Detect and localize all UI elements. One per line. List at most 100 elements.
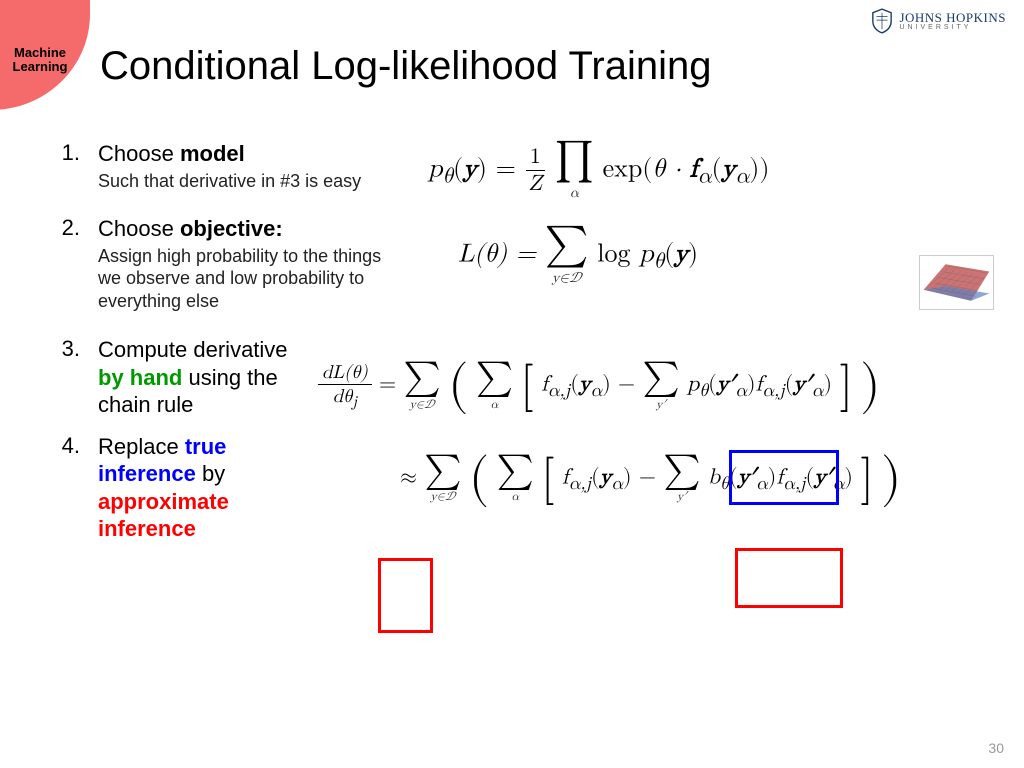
eq3-dL: dL(θ) <box>318 361 372 385</box>
eq2-close: ) <box>688 242 698 268</box>
step-4-t3: by <box>196 461 225 486</box>
eq1-th: θ <box>442 167 453 188</box>
eq1-fa: α <box>698 167 712 188</box>
step-2-head-a: Choose <box>98 216 180 241</box>
badge-line1: Machine <box>14 45 66 60</box>
eq3-j: j <box>352 394 357 410</box>
step-3-row: 3. Compute derivative by hand using the … <box>50 336 994 419</box>
eq4-s2: ∑ <box>497 453 534 488</box>
eq2-y: y <box>674 242 688 268</box>
step-3-t2: by hand <box>98 365 182 390</box>
step-1-num: 1. <box>50 140 80 166</box>
eq3-yal: α <box>590 382 602 401</box>
step-1-head-b: model <box>180 141 245 166</box>
eq1-dot: θ · <box>652 156 689 182</box>
eq3-minus: − <box>611 374 643 396</box>
eq1-y: y <box>463 156 477 182</box>
logo-name: JOHNS HOPKINS <box>899 11 1006 24</box>
eq3-pal: α <box>735 382 747 401</box>
eq1-al: α <box>570 184 579 202</box>
eq2-log: log <box>597 242 639 268</box>
eq3-pth: θ <box>699 382 708 401</box>
slide-title: Conditional Log-likelihood Training <box>100 44 712 89</box>
eq3-f: f <box>541 374 548 396</box>
eq1-one: 1 <box>526 144 545 171</box>
eq4-bth: θ <box>720 474 729 493</box>
step-2-head-b: objective: <box>180 216 283 241</box>
eq3-ya: y <box>579 374 591 396</box>
equation-derivative: dL(θ)dθj = ∑y∈𝒟 ( ∑α [ fα,j(yα) − ∑y′ pθ… <box>318 354 881 418</box>
step-4-num: 4. <box>50 433 80 459</box>
eq3-s2: ∑ <box>476 360 513 395</box>
eq2-p: p <box>639 242 653 268</box>
university-logo: JOHNS HOPKINS UNIVERSITY <box>871 8 1006 34</box>
step-4-t1: Replace <box>98 434 185 459</box>
eq3-ypa2: y′ <box>793 374 811 396</box>
badge-line2: Learning <box>13 59 68 74</box>
eq3-p: p <box>687 374 699 396</box>
eq4-yp: y′ <box>677 490 687 505</box>
eq3-s1: ∑ <box>403 360 440 395</box>
equation-objective: L(θ) = ∑y∈𝒟 log pθ(y) <box>458 225 698 286</box>
slide-number: 30 <box>988 740 1004 756</box>
eq1-exp: exp( <box>603 156 653 182</box>
highlight-box-red-2 <box>735 548 843 608</box>
step-4-t4: approximate inference <box>98 489 229 542</box>
step-1-sub: Such that derivative in #3 is easy <box>98 170 408 193</box>
eq4-s1: ∑ <box>424 453 461 488</box>
eq1-f: f <box>690 156 698 182</box>
eq3-eq: = <box>379 374 403 396</box>
logo-sub: UNIVERSITY <box>899 24 1006 31</box>
highlight-box-blue <box>729 450 839 505</box>
slide-body: 1. Choose model Such that derivative in … <box>50 140 994 557</box>
eq4-b: b <box>708 467 720 489</box>
step-3-num: 3. <box>50 336 80 362</box>
eq1-ya: y <box>722 156 736 182</box>
eq3-al: α <box>491 398 499 413</box>
eq4-ya: y <box>600 467 612 489</box>
eq3-f2aj: α,j <box>762 382 784 401</box>
eq3-s3: ∑ <box>642 360 679 395</box>
step-1-head-a: Choose <box>98 141 180 166</box>
eq4-yd: y∈𝒟 <box>430 490 455 505</box>
shield-icon <box>871 8 893 34</box>
eq4-approx: ≈ <box>400 467 424 489</box>
eq4-aj: α,j <box>569 474 591 493</box>
logo-text: JOHNS HOPKINS UNIVERSITY <box>899 11 1006 31</box>
step-4-text: Replace true inference by approximate in… <box>98 433 318 543</box>
step-3-text: Compute derivative by hand using the cha… <box>98 336 318 419</box>
eq1-eq: = <box>487 156 525 182</box>
eq4-yal: α <box>611 474 623 493</box>
equation-model: pθ(y) = 1Z ∏α exp(θ · fα(yα)) <box>428 140 769 201</box>
highlight-box-red-1 <box>378 558 433 633</box>
eq4-s3: ∑ <box>663 453 700 488</box>
eq1-Z: Z <box>525 171 547 197</box>
eq3-ypa: y′ <box>717 374 735 396</box>
step-1-text: Choose model Such that derivative in #3 … <box>98 140 408 192</box>
eq4-f: f <box>562 467 569 489</box>
step-2-sub: Assign high probability to the things we… <box>98 245 408 313</box>
step-2-row: 2. Choose objective: Assign high probabi… <box>50 215 994 312</box>
eq4-minus: − <box>632 467 664 489</box>
eq2-sum: ∑ <box>545 225 589 267</box>
eq2-th: θ <box>654 252 665 273</box>
eq3-pal2: α <box>812 382 824 401</box>
eq2-yd: y∈𝒟 <box>552 269 582 287</box>
eq3-yd: y∈𝒟 <box>410 398 435 413</box>
step-1-row: 1. Choose model Such that derivative in … <box>50 140 994 201</box>
eq2-L: L(θ) = <box>458 242 545 268</box>
step-2-text: Choose objective: Assign high probabilit… <box>98 215 408 312</box>
course-badge: Machine Learning <box>0 0 90 110</box>
eq3-aj: α,j <box>548 382 570 401</box>
eq1-prod: ∏ <box>555 140 594 182</box>
step-2-num: 2. <box>50 215 80 241</box>
eq1-yal: α <box>735 167 749 188</box>
eq3-yp: y′ <box>656 398 666 413</box>
eq1-p: p <box>428 156 442 182</box>
eq1-close: )) <box>749 156 769 182</box>
step-4-row: 4. Replace true inference by approximate… <box>50 433 994 543</box>
eq3-dth: dθ <box>333 387 353 406</box>
eq4-al: α <box>511 490 519 505</box>
step-3-t1: Compute derivative <box>98 337 288 362</box>
badge-text: Machine Learning <box>13 46 68 75</box>
